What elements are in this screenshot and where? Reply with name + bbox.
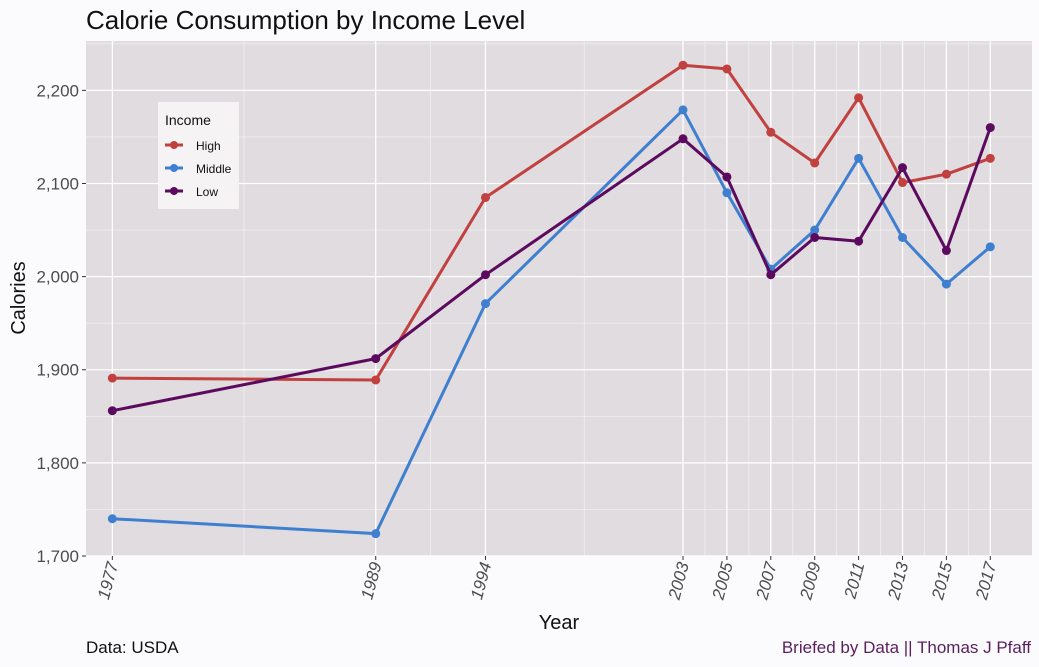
y-tick-label: 2,200 [36, 81, 79, 100]
y-tick-label: 2,100 [36, 174, 79, 193]
data-point-high [371, 375, 381, 385]
data-point-low [810, 233, 820, 243]
legend: Income High Middle Low [158, 102, 239, 209]
data-point-high [107, 373, 117, 383]
data-point-low [107, 406, 117, 416]
legend-label: Middle [196, 162, 232, 176]
data-point-middle [371, 529, 381, 539]
y-tick-label: 1,800 [36, 454, 79, 473]
x-tick-label: 2009 [796, 560, 825, 603]
data-point-high [678, 60, 688, 70]
data-point-middle [107, 514, 117, 524]
credit-caption: Briefed by Data || Thomas J Pfaff [781, 638, 1031, 657]
data-point-middle [722, 188, 732, 198]
legend-key-point [170, 164, 178, 172]
legend-label: High [196, 139, 221, 153]
series-high [107, 60, 995, 385]
legend-title: Income [165, 112, 211, 128]
data-point-low [854, 236, 864, 246]
x-tick-label: 1994 [467, 560, 495, 601]
y-tick-label: 1,900 [36, 361, 79, 380]
x-tick-label: 2015 [928, 560, 957, 603]
x-axis-label: Year [539, 612, 580, 634]
x-tick-label: 2005 [708, 560, 737, 603]
legend-key-point [170, 141, 178, 149]
series-low [107, 123, 995, 416]
legend-label: Low [196, 185, 218, 199]
data-point-high [854, 93, 864, 103]
data-point-high [898, 178, 908, 188]
series-layer [107, 60, 995, 539]
legend-key-point [170, 187, 178, 195]
x-tick-label: 1977 [94, 560, 122, 602]
x-tick-label: 2017 [972, 560, 1001, 603]
series-middle [107, 105, 995, 539]
y-tick-label: 1,700 [36, 547, 79, 566]
data-point-low [941, 246, 951, 256]
data-point-low [766, 270, 776, 280]
data-point-low [371, 354, 381, 364]
source-caption: Data: USDA [86, 638, 179, 657]
data-point-low [480, 270, 490, 280]
data-point-low [985, 123, 995, 133]
data-point-high [810, 158, 820, 168]
data-point-middle [480, 299, 490, 309]
x-tick-label: 2007 [752, 560, 781, 603]
data-point-high [766, 127, 776, 137]
data-point-low [722, 172, 732, 182]
x-tick-label: 2003 [664, 560, 693, 603]
data-point-high [722, 64, 732, 74]
data-point-middle [854, 153, 864, 163]
data-point-high [985, 153, 995, 163]
data-point-middle [678, 105, 688, 115]
data-point-high [941, 169, 951, 179]
data-point-high [480, 192, 490, 202]
x-tick-label: 1989 [357, 560, 385, 602]
data-point-middle [985, 242, 995, 252]
data-point-low [678, 134, 688, 144]
y-axis-label: Calories [8, 261, 30, 334]
x-tick-label: 2011 [840, 560, 868, 601]
data-point-middle [941, 279, 951, 289]
chart-title: Calorie Consumption by Income Level [86, 5, 525, 35]
grid-layer [86, 41, 1032, 557]
x-tick-label: 2013 [884, 560, 913, 603]
data-point-middle [898, 233, 908, 243]
data-point-low [898, 163, 908, 173]
y-tick-label: 2,000 [36, 268, 79, 287]
data-point-middle [810, 225, 820, 235]
